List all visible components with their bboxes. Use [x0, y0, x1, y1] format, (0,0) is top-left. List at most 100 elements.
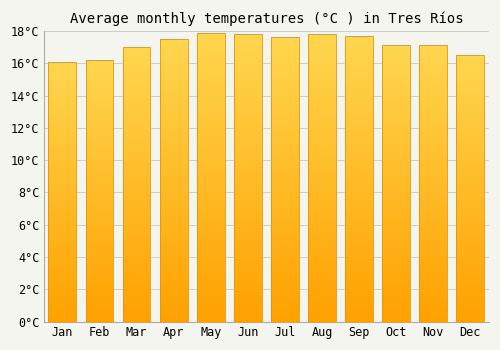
Bar: [345, 204, 373, 206]
Bar: [48, 127, 76, 128]
Bar: [234, 141, 262, 142]
Bar: [308, 182, 336, 184]
Bar: [234, 287, 262, 289]
Bar: [271, 201, 299, 202]
Bar: [122, 61, 150, 62]
Bar: [382, 304, 410, 305]
Bar: [308, 221, 336, 223]
Bar: [382, 286, 410, 287]
Bar: [160, 247, 188, 248]
Bar: [420, 94, 447, 95]
Bar: [48, 228, 76, 229]
Bar: [456, 188, 484, 190]
Bar: [86, 173, 114, 174]
Bar: [420, 164, 447, 166]
Bar: [160, 223, 188, 224]
Bar: [160, 296, 188, 298]
Bar: [456, 74, 484, 75]
Bar: [197, 260, 224, 261]
Bar: [420, 141, 447, 142]
Bar: [234, 107, 262, 109]
Bar: [48, 207, 76, 209]
Bar: [271, 62, 299, 63]
Bar: [234, 171, 262, 172]
Bar: [271, 104, 299, 106]
Bar: [48, 190, 76, 192]
Bar: [271, 130, 299, 131]
Bar: [197, 190, 224, 191]
Bar: [271, 310, 299, 312]
Bar: [160, 134, 188, 135]
Bar: [86, 100, 114, 102]
Bar: [234, 228, 262, 230]
Bar: [234, 194, 262, 195]
Bar: [160, 122, 188, 124]
Bar: [122, 131, 150, 132]
Bar: [456, 173, 484, 174]
Bar: [122, 205, 150, 206]
Bar: [122, 204, 150, 205]
Bar: [48, 116, 76, 118]
Bar: [122, 230, 150, 231]
Bar: [234, 36, 262, 37]
Bar: [345, 266, 373, 267]
Bar: [456, 154, 484, 155]
Bar: [382, 76, 410, 77]
Bar: [308, 88, 336, 89]
Bar: [48, 67, 76, 68]
Bar: [86, 235, 114, 237]
Bar: [456, 272, 484, 274]
Bar: [308, 317, 336, 319]
Bar: [345, 237, 373, 239]
Bar: [160, 214, 188, 216]
Bar: [271, 83, 299, 84]
Bar: [197, 43, 224, 44]
Bar: [308, 253, 336, 254]
Bar: [308, 309, 336, 310]
Bar: [420, 190, 447, 192]
Bar: [48, 188, 76, 189]
Bar: [271, 37, 299, 322]
Bar: [160, 216, 188, 217]
Bar: [48, 96, 76, 97]
Bar: [197, 125, 224, 127]
Bar: [382, 72, 410, 73]
Bar: [382, 85, 410, 87]
Bar: [86, 130, 114, 131]
Bar: [271, 173, 299, 174]
Bar: [271, 42, 299, 43]
Bar: [308, 162, 336, 163]
Bar: [160, 114, 188, 116]
Bar: [308, 189, 336, 191]
Bar: [160, 154, 188, 155]
Bar: [420, 241, 447, 243]
Bar: [345, 286, 373, 287]
Bar: [308, 300, 336, 302]
Bar: [420, 278, 447, 279]
Bar: [345, 252, 373, 253]
Bar: [48, 175, 76, 176]
Bar: [271, 90, 299, 91]
Bar: [48, 153, 76, 154]
Bar: [48, 232, 76, 233]
Bar: [345, 287, 373, 289]
Bar: [234, 96, 262, 97]
Bar: [234, 232, 262, 234]
Bar: [86, 146, 114, 148]
Bar: [382, 110, 410, 112]
Bar: [122, 76, 150, 77]
Bar: [271, 46, 299, 47]
Bar: [234, 62, 262, 63]
Bar: [456, 203, 484, 204]
Bar: [382, 218, 410, 219]
Bar: [48, 203, 76, 205]
Bar: [456, 160, 484, 162]
Bar: [271, 206, 299, 208]
Bar: [160, 204, 188, 206]
Bar: [382, 217, 410, 218]
Bar: [48, 62, 76, 63]
Bar: [456, 131, 484, 132]
Bar: [122, 97, 150, 98]
Bar: [48, 256, 76, 257]
Bar: [48, 177, 76, 179]
